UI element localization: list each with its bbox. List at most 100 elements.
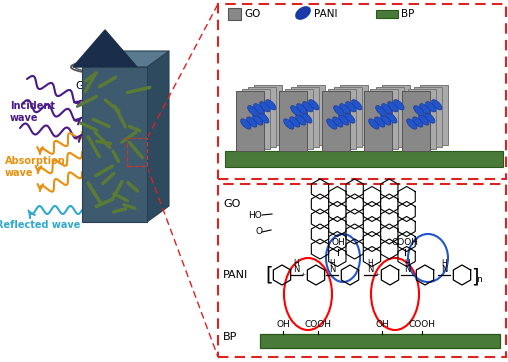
Ellipse shape bbox=[375, 106, 386, 116]
Polygon shape bbox=[73, 30, 137, 67]
Bar bbox=[127, 138, 147, 166]
Ellipse shape bbox=[432, 100, 442, 110]
Text: O: O bbox=[255, 227, 262, 236]
Text: GO: GO bbox=[244, 9, 261, 19]
Ellipse shape bbox=[387, 113, 397, 123]
Text: COOH: COOH bbox=[392, 238, 419, 247]
Text: +: + bbox=[300, 272, 305, 277]
Bar bbox=[364, 91, 392, 151]
Text: OH: OH bbox=[331, 238, 345, 247]
Text: N: N bbox=[367, 265, 373, 274]
Text: BP: BP bbox=[401, 9, 415, 19]
Bar bbox=[225, 151, 503, 167]
Bar bbox=[254, 85, 282, 145]
Text: GO: GO bbox=[223, 199, 240, 209]
Ellipse shape bbox=[296, 115, 306, 125]
Ellipse shape bbox=[345, 102, 356, 112]
Text: [: [ bbox=[265, 265, 273, 285]
Ellipse shape bbox=[382, 104, 392, 114]
Text: OH: OH bbox=[276, 320, 290, 329]
Bar bbox=[402, 91, 430, 151]
Bar bbox=[285, 89, 313, 149]
Ellipse shape bbox=[334, 106, 344, 116]
Bar bbox=[408, 89, 436, 149]
Text: BP: BP bbox=[223, 332, 237, 342]
Ellipse shape bbox=[394, 100, 404, 110]
Ellipse shape bbox=[302, 113, 312, 123]
Ellipse shape bbox=[414, 106, 424, 116]
Ellipse shape bbox=[259, 113, 269, 123]
Text: N: N bbox=[293, 265, 299, 274]
Bar bbox=[376, 10, 398, 18]
Bar bbox=[291, 87, 319, 147]
Polygon shape bbox=[82, 51, 169, 67]
Text: H: H bbox=[367, 258, 373, 268]
Polygon shape bbox=[147, 51, 169, 222]
Text: n: n bbox=[476, 275, 482, 285]
Ellipse shape bbox=[253, 104, 264, 114]
Bar bbox=[236, 91, 264, 151]
Bar bbox=[414, 87, 442, 147]
Ellipse shape bbox=[327, 119, 337, 129]
Ellipse shape bbox=[380, 115, 391, 125]
Bar bbox=[420, 85, 448, 145]
Ellipse shape bbox=[419, 115, 429, 125]
Bar bbox=[382, 85, 410, 145]
Bar bbox=[322, 91, 350, 151]
Ellipse shape bbox=[297, 104, 307, 114]
Text: H: H bbox=[404, 258, 410, 268]
Polygon shape bbox=[82, 67, 147, 222]
Ellipse shape bbox=[309, 100, 319, 110]
Ellipse shape bbox=[374, 117, 385, 127]
Text: Incident
wave: Incident wave bbox=[10, 101, 55, 123]
Bar bbox=[228, 8, 241, 20]
Ellipse shape bbox=[252, 115, 263, 125]
Text: COOH: COOH bbox=[304, 320, 332, 329]
Bar bbox=[376, 87, 404, 147]
Ellipse shape bbox=[260, 102, 270, 112]
Text: H: H bbox=[441, 258, 447, 268]
Ellipse shape bbox=[420, 104, 430, 114]
Ellipse shape bbox=[426, 102, 436, 112]
Text: N: N bbox=[441, 265, 447, 274]
Bar bbox=[279, 91, 307, 151]
Text: H: H bbox=[293, 258, 299, 268]
Text: COOH: COOH bbox=[408, 320, 435, 329]
Text: H: H bbox=[329, 258, 335, 268]
Ellipse shape bbox=[333, 117, 343, 127]
Ellipse shape bbox=[352, 100, 362, 110]
Ellipse shape bbox=[412, 117, 423, 127]
Bar bbox=[260, 334, 500, 348]
Ellipse shape bbox=[241, 119, 251, 129]
Text: Tablet: Tablet bbox=[111, 108, 121, 136]
Bar bbox=[248, 87, 276, 147]
Bar bbox=[328, 89, 356, 149]
Bar bbox=[297, 85, 325, 145]
Text: HO: HO bbox=[248, 210, 262, 219]
Text: OH: OH bbox=[375, 320, 389, 329]
Text: PANI: PANI bbox=[223, 270, 248, 280]
Text: PANI: PANI bbox=[314, 9, 337, 19]
Bar bbox=[242, 89, 270, 149]
Ellipse shape bbox=[291, 106, 301, 116]
Ellipse shape bbox=[369, 119, 379, 129]
Text: GO/PANI/BP: GO/PANI/BP bbox=[75, 81, 135, 91]
Ellipse shape bbox=[425, 113, 435, 123]
Ellipse shape bbox=[303, 102, 313, 112]
Bar bbox=[218, 184, 506, 357]
Ellipse shape bbox=[406, 119, 417, 129]
Ellipse shape bbox=[339, 115, 349, 125]
Ellipse shape bbox=[296, 7, 310, 19]
Text: N: N bbox=[329, 265, 335, 274]
Bar bbox=[334, 87, 362, 147]
Ellipse shape bbox=[247, 117, 257, 127]
Ellipse shape bbox=[283, 119, 294, 129]
Text: Absorption
wave: Absorption wave bbox=[5, 156, 66, 178]
Ellipse shape bbox=[266, 100, 276, 110]
Ellipse shape bbox=[247, 106, 258, 116]
Text: ]: ] bbox=[471, 268, 479, 286]
Text: N: N bbox=[404, 265, 410, 274]
Ellipse shape bbox=[388, 102, 398, 112]
Bar bbox=[218, 4, 506, 179]
Text: +: + bbox=[374, 272, 379, 277]
